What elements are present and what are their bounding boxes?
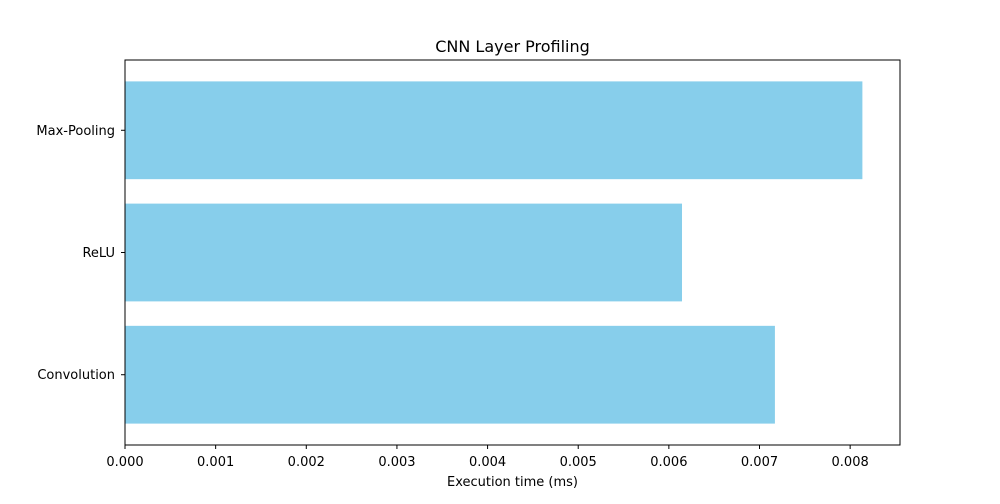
x-tick-label: 0.004 [469, 455, 506, 470]
bar-relu [125, 203, 683, 302]
bar-max-pooling [125, 81, 863, 180]
x-tick-label: 0.008 [832, 455, 869, 470]
y-tick-label: ReLU [82, 246, 115, 261]
x-tick-label: 0.002 [288, 455, 325, 470]
bar-convolution [125, 325, 775, 424]
plot-frame [124, 59, 901, 446]
chart-title: CNN Layer Profiling [435, 37, 590, 56]
bars-layer [125, 81, 863, 424]
x-tick-label: 0.001 [197, 455, 234, 470]
x-axis: 0.000 0.001 0.002 0.003 0.004 0.005 0.006 0.007… [106, 445, 869, 470]
x-tick-label: 0.005 [560, 455, 597, 470]
y-tick-label: Convolution [37, 368, 115, 383]
x-tick-label: 0.007 [741, 455, 778, 470]
y-axis: Convolution ReLU Max-Pooling [36, 124, 125, 383]
x-tick-label: 0.006 [650, 455, 687, 470]
y-tick-label: Max-Pooling [36, 124, 115, 139]
x-tick-label: 0.000 [106, 455, 143, 470]
x-tick-label: 0.003 [378, 455, 415, 470]
x-axis-label: Execution time (ms) [447, 475, 578, 490]
